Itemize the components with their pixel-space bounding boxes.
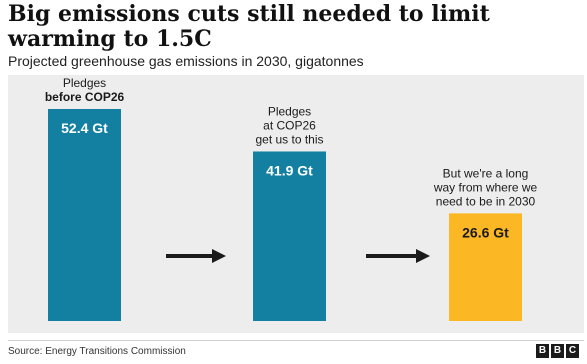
arrow-head <box>416 249 430 263</box>
chart-subtitle: Projected greenhouse gas emissions in 20… <box>8 53 364 69</box>
category-label: Pledges <box>268 104 311 118</box>
bar-value-label: 52.4 Gt <box>61 120 108 136</box>
chart-panel: 52.4 Gt 41.9 Gt 26.6 Gt Pledges before COP26… <box>8 75 584 333</box>
bar-value-label: 41.9 Gt <box>266 162 313 178</box>
arrow-head <box>212 249 226 263</box>
footer-divider <box>8 340 584 341</box>
category-label: before COP26 <box>45 90 125 104</box>
bar <box>253 151 326 321</box>
bar-value-label: 26.6 Gt <box>462 224 509 240</box>
category-label: way from where we <box>433 180 538 194</box>
bbc-logo-letter: B <box>536 344 549 358</box>
source-note: Source: Energy Transitions Commission <box>8 346 186 357</box>
bbc-logo: B B C <box>536 344 579 358</box>
category-label: at COP26 <box>263 118 316 132</box>
bar <box>48 109 121 321</box>
category-label: Pledges <box>63 76 106 90</box>
chart-title: Big emissions cuts still needed to limit… <box>8 1 490 52</box>
category-label: need to be in 2030 <box>436 194 536 208</box>
bar <box>449 213 522 321</box>
bbc-logo-letter: C <box>566 344 579 358</box>
category-label: But we're a long <box>443 166 529 180</box>
category-label: get us to this <box>255 132 323 146</box>
bbc-logo-letter: B <box>551 344 564 358</box>
